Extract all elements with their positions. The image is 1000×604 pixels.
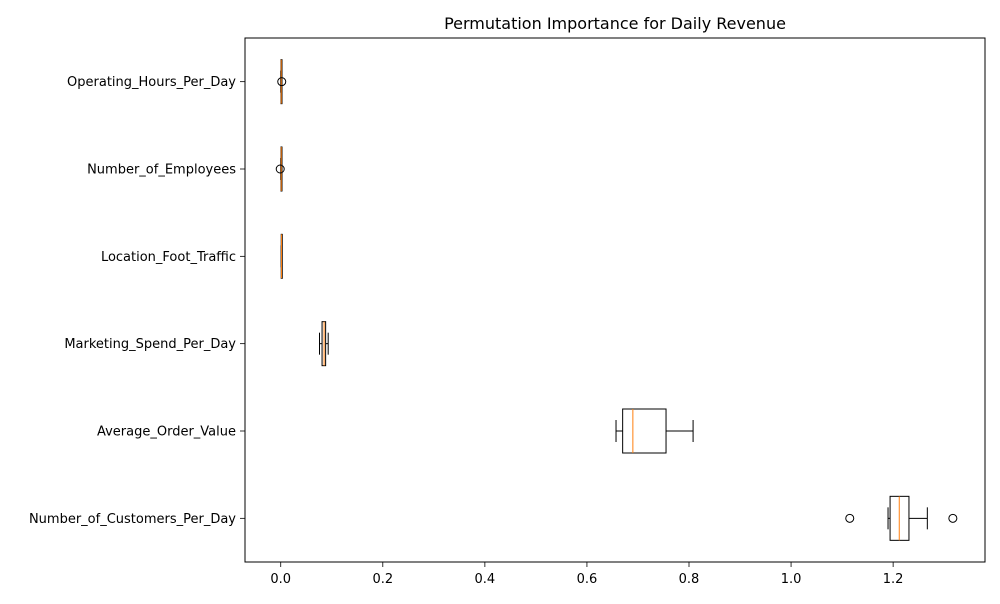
x-tick-label: 0.0 (270, 572, 291, 587)
y-tick-label: Average_Order_Value (97, 425, 236, 440)
x-tick-label: 0.2 (372, 572, 393, 587)
outlier-point (948, 513, 958, 523)
plot-area: Number_of_Customers_Per_Day Average_Order… (29, 37, 986, 587)
y-tick-label: Number_of_Customers_Per_Day (29, 512, 236, 527)
x-tick-label: 1.2 (883, 572, 904, 587)
outlier-point (275, 164, 285, 174)
box (622, 408, 667, 454)
outlier-point (277, 77, 287, 87)
outlier-point (845, 513, 855, 523)
y-tick-label: Operating_Hours_Per_Day (67, 75, 236, 90)
y-tick-label: Marketing_Spend_Per_Day (64, 337, 236, 352)
y-tick-label: Location_Foot_Traffic (101, 250, 236, 265)
y-tick-label: Number_of_Employees (87, 163, 236, 178)
chart-title: Permutation Importance for Daily Revenue (444, 14, 786, 33)
x-tick-label: 0.4 (475, 572, 496, 587)
x-tick-label: 0.6 (577, 572, 598, 587)
x-tick-label: 0.8 (679, 572, 700, 587)
axes-frame (244, 37, 986, 563)
x-tick-label: 1.0 (781, 572, 802, 587)
